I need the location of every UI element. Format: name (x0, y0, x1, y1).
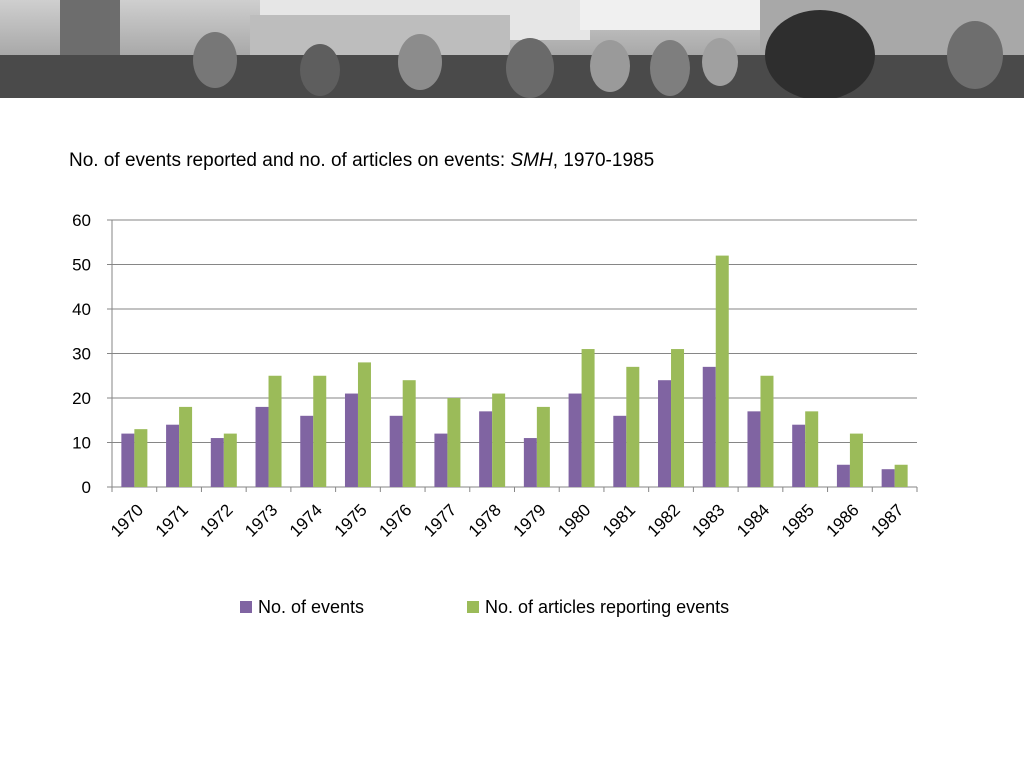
bar-events (836, 464, 850, 487)
x-tick-label: 1975 (331, 500, 371, 540)
x-tick-label: 1982 (644, 500, 684, 540)
bar-articles (671, 349, 685, 487)
bar-articles (626, 366, 640, 487)
x-tick-label: 1984 (733, 500, 773, 540)
chart-title: No. of events reported and no. of articl… (69, 150, 654, 172)
legend-swatch (467, 601, 479, 613)
y-tick-label: 20 (72, 389, 91, 408)
x-tick-label: 1983 (688, 500, 728, 540)
y-tick-label: 50 (72, 256, 91, 275)
bar-articles (849, 433, 863, 487)
bar-articles (268, 375, 282, 487)
bar-articles (357, 362, 371, 487)
bar-events (255, 406, 269, 487)
bar-events (121, 433, 135, 487)
bar-events (747, 411, 761, 487)
x-tick-label: 1981 (599, 500, 639, 540)
bar-articles (805, 411, 819, 487)
y-tick-label: 30 (72, 345, 91, 364)
bar-events (658, 380, 672, 487)
x-tick-label: 1980 (554, 500, 594, 540)
bar-articles (536, 406, 550, 487)
x-tick-label: 1977 (420, 500, 460, 540)
bar-events (792, 424, 806, 487)
bar-events (479, 411, 493, 487)
bar-events (344, 393, 358, 487)
bar-articles (313, 375, 327, 487)
x-tick-label: 1974 (286, 500, 326, 540)
x-tick-label: 1978 (465, 500, 505, 540)
x-tick-label: 1973 (241, 500, 281, 540)
bar-events (523, 438, 537, 487)
bar-articles (134, 429, 148, 487)
bar-events (389, 415, 403, 487)
y-tick-label: 40 (72, 300, 91, 319)
legend-swatch (240, 601, 252, 613)
bar-events (210, 438, 224, 487)
x-tick-label: 1979 (510, 500, 550, 540)
bar-articles (760, 375, 774, 487)
x-tick-label: 1987 (867, 500, 907, 540)
x-tick-label: 1970 (107, 500, 147, 540)
x-tick-label: 1972 (196, 500, 236, 540)
x-tick-label: 1985 (778, 500, 818, 540)
legend-label: No. of events (258, 597, 364, 617)
bar-articles (894, 464, 908, 487)
bar-articles (179, 406, 193, 487)
bar-articles (581, 349, 595, 487)
bar-events (613, 415, 627, 487)
bar-events (881, 469, 895, 487)
banner-photo-icon (0, 0, 1024, 98)
bar-events (166, 424, 180, 487)
x-tick-label: 1986 (823, 500, 863, 540)
bar-articles (715, 255, 729, 487)
chart-title-suffix: , 1970-1985 (552, 150, 655, 171)
x-tick-label: 1976 (375, 500, 415, 540)
protest-photo-banner (0, 0, 1024, 98)
bar-articles (447, 398, 461, 487)
bar-articles (492, 393, 506, 487)
bar-events (434, 433, 448, 487)
chart-title-emphasis: SMH (510, 150, 553, 171)
bar-events (300, 415, 314, 487)
bar-articles (402, 380, 416, 487)
bar-articles (223, 433, 237, 487)
x-tick-label: 1971 (152, 500, 192, 540)
y-tick-label: 0 (82, 478, 91, 497)
y-tick-label: 60 (72, 211, 91, 230)
bar-events (568, 393, 582, 487)
bar-events (702, 366, 716, 487)
legend-label: No. of articles reporting events (485, 597, 729, 617)
chart-title-prefix: No. of events reported and no. of articl… (69, 150, 511, 171)
y-tick-label: 10 (72, 434, 91, 453)
